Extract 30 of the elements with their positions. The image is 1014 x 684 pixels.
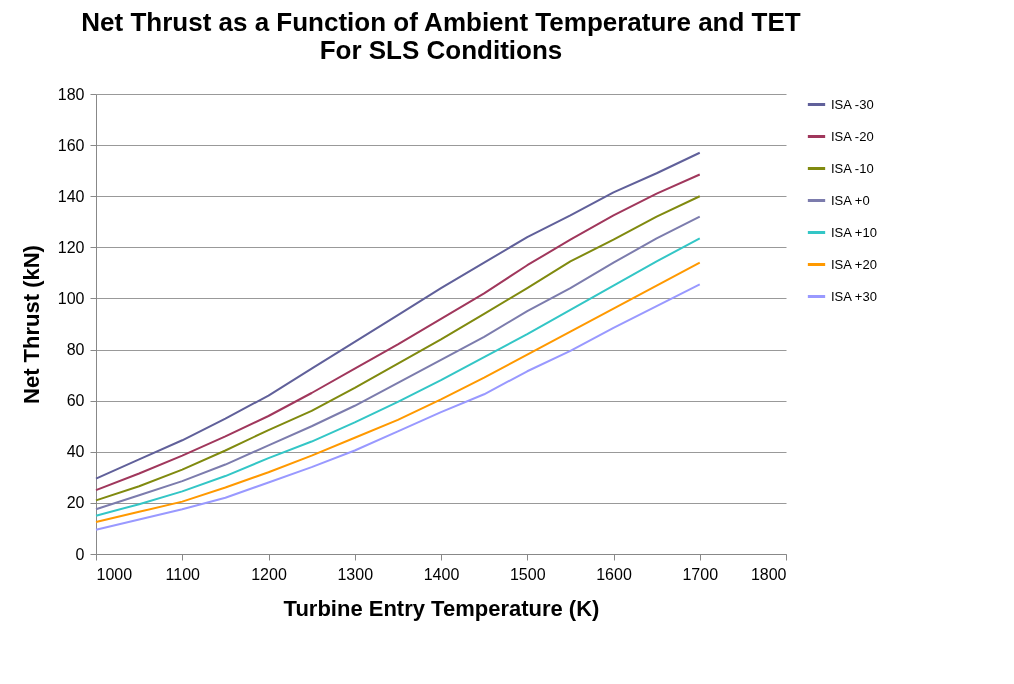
- text: Net Thrust as a Function of Ambient Temperature and TET: [81, 7, 801, 37]
- x-tick-label: 1100: [165, 565, 201, 583]
- x-tick-label: 1400: [423, 565, 460, 583]
- text: For SLS Conditions: [319, 35, 563, 65]
- legend-label: ISA +10: [831, 224, 877, 240]
- y-tick-label: 160: [57, 136, 85, 154]
- y-tick-label: 120: [57, 238, 85, 256]
- legend-label: ISA +20: [831, 256, 877, 272]
- x-tick-label: 1700: [682, 565, 719, 583]
- y-tick-label: 40: [66, 443, 85, 461]
- y-tick-label: 0: [75, 545, 85, 563]
- legend-label: ISA +30: [831, 288, 877, 304]
- y-tick-label: 100: [57, 289, 85, 307]
- legend-label: ISA +0: [831, 192, 870, 208]
- x-tick-label: 1300: [337, 565, 374, 583]
- x-axis-title: Turbine Entry Temperature (K): [283, 595, 600, 621]
- x-tick-label: 1200: [251, 565, 287, 583]
- y-axis-title: Net Thrust (kN): [18, 245, 44, 404]
- legend-label: ISA -30: [831, 96, 874, 112]
- x-tick-label: 1000: [96, 565, 133, 583]
- y-tick-label: 20: [66, 494, 85, 512]
- y-tick-label: 140: [57, 187, 85, 205]
- legend-label: ISA -20: [831, 128, 874, 144]
- legend-label: ISA -10: [831, 160, 874, 176]
- x-tick-label: 1500: [509, 565, 546, 583]
- y-tick-label: 60: [66, 392, 85, 410]
- x-tick-label: 1600: [596, 565, 632, 583]
- y-tick-label: 180: [57, 85, 85, 103]
- x-tick-label: 1800: [750, 565, 787, 583]
- y-tick-label: 80: [66, 341, 85, 359]
